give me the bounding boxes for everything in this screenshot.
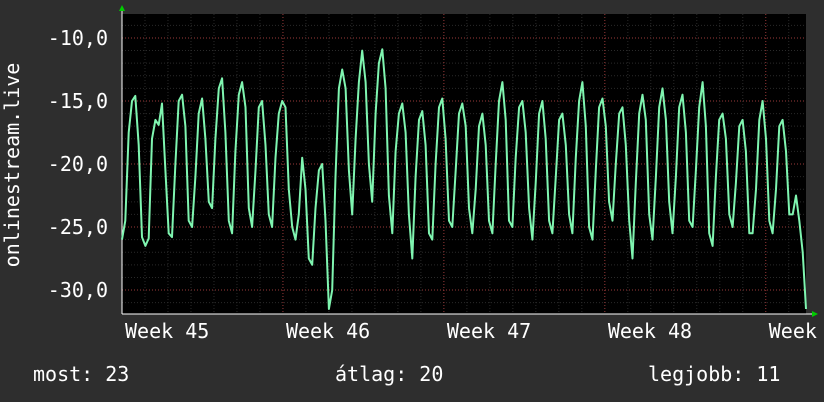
y-tick-label: -25,0 [48,215,108,239]
series-line [121,48,807,310]
stat-average-label: átlag: [335,362,408,386]
x-tick-labels: Week 45 Week 46 Week 47 Week 48 Week 49 [125,319,824,343]
stat-average-value: 20 [419,362,444,386]
x-tick-label: Week 47 [447,319,531,343]
y-tick-label: -20,0 [48,152,108,176]
grid-lines [121,14,806,314]
data-series [121,48,807,310]
y-axis-arrow [119,5,125,11]
stat-best-value: 11 [756,362,781,386]
y-tick-labels: -10,0 -15,0 -20,0 -25,0 -30,0 [48,26,108,302]
x-axis-arrow [812,311,818,317]
stat-best: legjobb: 11 [648,362,780,386]
stat-best-label: legjobb: [648,362,745,386]
x-tick-label: Week 49 [769,319,824,343]
y-tick-label: -30,0 [48,278,108,302]
x-tick-label: Week 45 [125,319,209,343]
y-tick-label: -10,0 [48,26,108,50]
stat-current: most: 23 [33,362,129,386]
summary-stats: most: 23 átlag: 20 legjobb: 11 [0,362,824,390]
axes [119,5,818,317]
y-tick-label: -15,0 [48,89,108,113]
x-tick-label: Week 46 [286,319,370,343]
stat-current-value: 23 [105,362,130,386]
stat-current-label: most: [33,362,94,386]
stat-average: átlag: 20 [335,362,443,386]
y-axis-label: onlinestream.live [0,63,24,268]
x-tick-label: Week 48 [608,319,692,343]
